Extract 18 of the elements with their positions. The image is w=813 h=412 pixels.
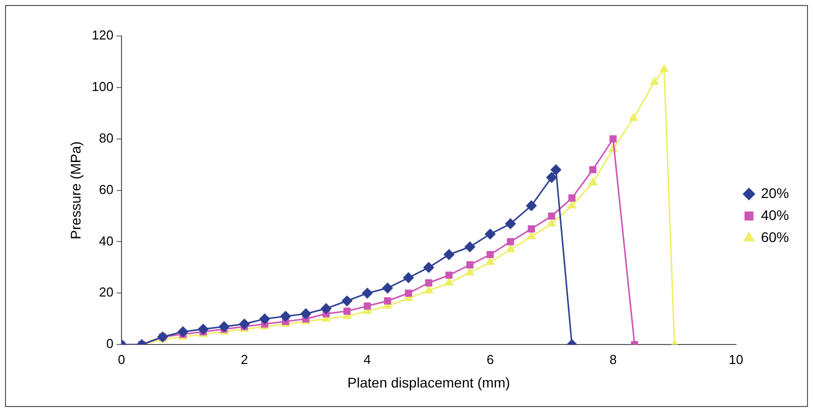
x-tick-label: 0 [118, 352, 126, 367]
y-tick-label: 40 [99, 233, 114, 248]
x-tick-label: 4 [364, 352, 371, 367]
y-tick-label: 80 [99, 130, 114, 146]
x-tick-label: 2 [240, 352, 248, 367]
y-tick-label: 20 [99, 284, 114, 300]
legend-label: 40% [760, 206, 790, 223]
x-axis-title: Platen displacement (mm) [347, 374, 510, 390]
y-tick-label: 60 [99, 182, 114, 197]
y-tick-label: 100 [92, 79, 114, 94]
x-tick-label: 8 [609, 352, 617, 367]
x-tick-label: 10 [728, 352, 744, 367]
y-tick-label: 120 [92, 28, 114, 43]
y-tick-label: 0 [106, 336, 114, 352]
legend-label: 20% [760, 184, 790, 201]
legend-label: 60% [760, 228, 790, 245]
y-axis-title: Pressure (MPa) [67, 141, 84, 240]
x-tick-label: 6 [486, 352, 494, 367]
